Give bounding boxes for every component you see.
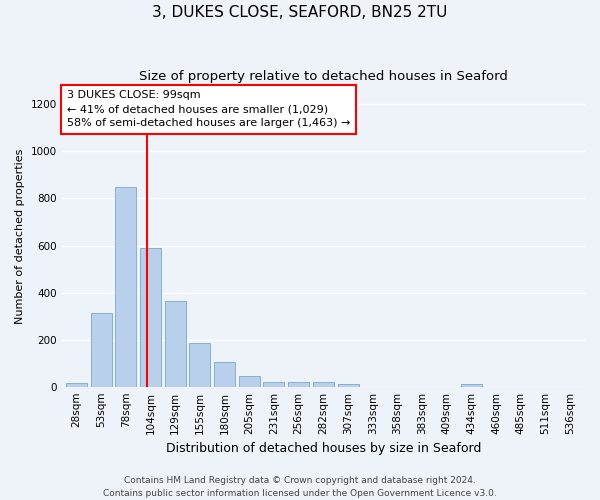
X-axis label: Distribution of detached houses by size in Seaford: Distribution of detached houses by size … [166,442,481,455]
Bar [239,376,260,386]
Bar [313,382,334,386]
Text: Contains HM Land Registry data © Crown copyright and database right 2024.
Contai: Contains HM Land Registry data © Crown c… [103,476,497,498]
Text: 3, DUKES CLOSE, SEAFORD, BN25 2TU: 3, DUKES CLOSE, SEAFORD, BN25 2TU [152,5,448,20]
Bar [115,186,136,386]
Y-axis label: Number of detached properties: Number of detached properties [15,148,25,324]
Bar [338,384,359,386]
Bar [288,382,309,386]
Bar [91,312,112,386]
Bar [165,301,186,386]
Bar [263,382,284,386]
Bar [214,362,235,386]
Bar [461,384,482,386]
Title: Size of property relative to detached houses in Seaford: Size of property relative to detached ho… [139,70,508,83]
Bar [66,383,87,386]
Bar [140,248,161,386]
Bar [190,343,211,386]
Text: 3 DUKES CLOSE: 99sqm
← 41% of detached houses are smaller (1,029)
58% of semi-de: 3 DUKES CLOSE: 99sqm ← 41% of detached h… [67,90,350,128]
